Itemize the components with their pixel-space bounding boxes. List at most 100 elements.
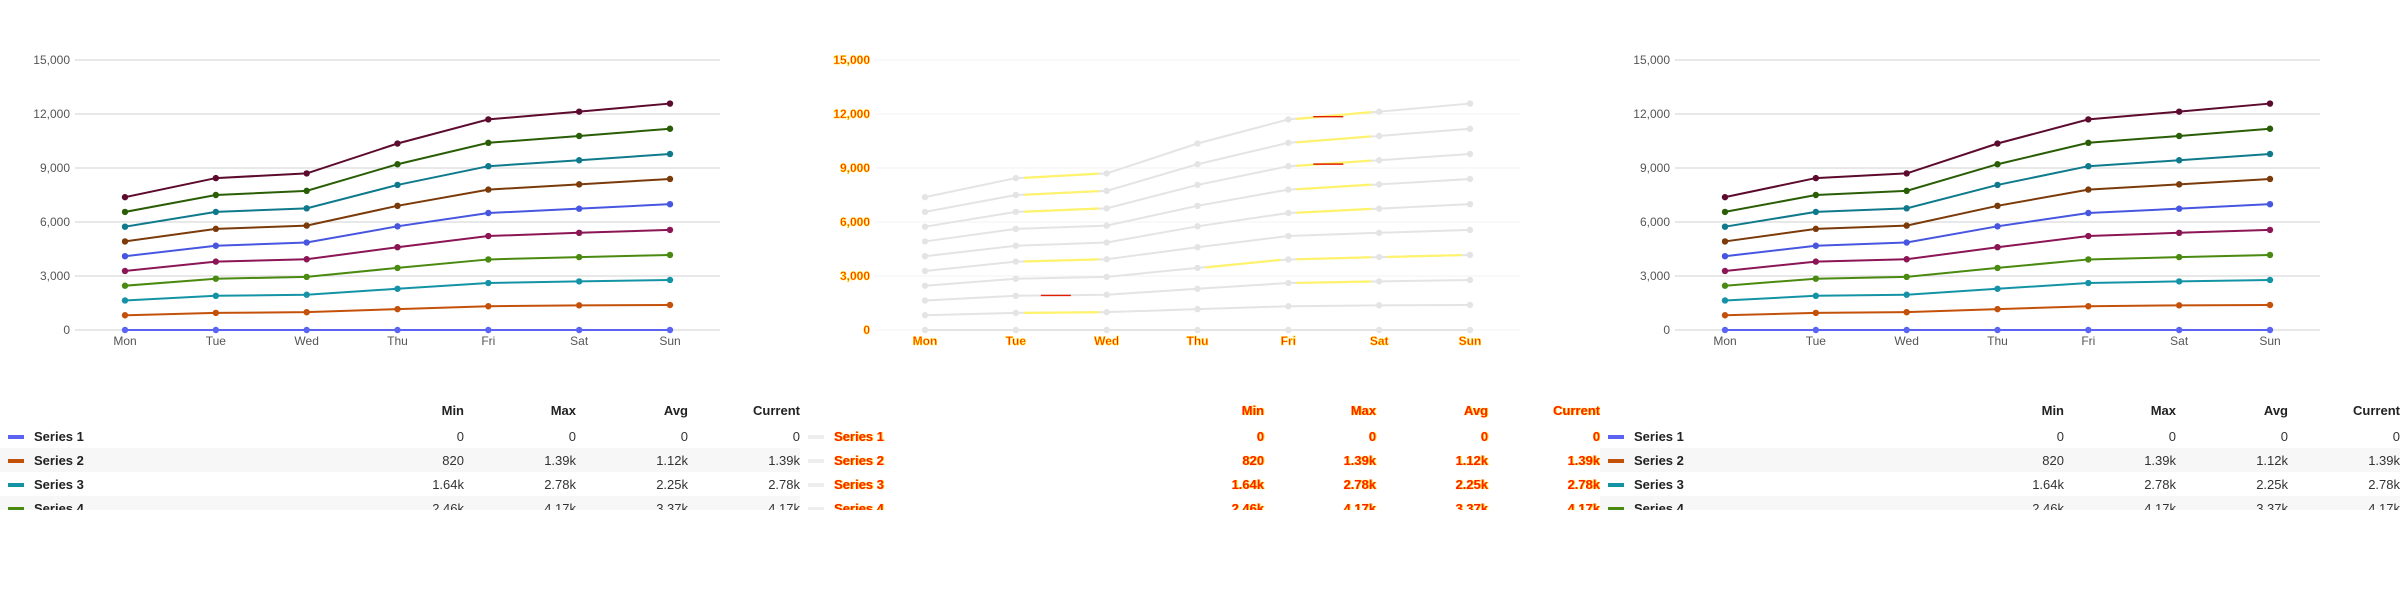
data-point[interactable]: [1466, 226, 1474, 234]
legend-series-name[interactable]: Series 3: [834, 476, 884, 492]
data-point[interactable]: [1012, 242, 1020, 249]
legend-series-name[interactable]: Series 2: [34, 452, 84, 468]
data-point[interactable]: [1194, 305, 1201, 313]
data-point[interactable]: [212, 174, 220, 182]
data-point[interactable]: [2085, 232, 2092, 240]
data-point[interactable]: [575, 181, 583, 188]
data-point[interactable]: [2266, 150, 2274, 158]
data-point[interactable]: [121, 326, 129, 334]
data-point[interactable]: [1012, 258, 1020, 265]
data-point[interactable]: [1194, 181, 1201, 189]
data-point[interactable]: [121, 223, 129, 230]
data-point[interactable]: [1375, 229, 1383, 236]
legend-series-name[interactable]: Series 4: [1634, 500, 1684, 511]
data-point[interactable]: [1903, 291, 1910, 298]
data-point[interactable]: [303, 256, 310, 263]
data-point[interactable]: [1375, 302, 1383, 309]
data-point[interactable]: [1103, 308, 1110, 316]
data-point[interactable]: [1285, 139, 1292, 146]
legend-header-current[interactable]: Current: [753, 402, 800, 418]
data-point[interactable]: [485, 326, 492, 334]
data-point[interactable]: [1994, 285, 2001, 292]
data-point[interactable]: [921, 208, 929, 216]
data-point[interactable]: [2266, 100, 2274, 107]
data-point[interactable]: [2085, 326, 2092, 334]
legend-row[interactable]: Series 4 2.46k 4.17k 3.37k 4.17k: [800, 496, 1600, 510]
data-point[interactable]: [121, 297, 129, 304]
data-point[interactable]: [303, 239, 310, 246]
data-point[interactable]: [1721, 193, 1729, 201]
data-point[interactable]: [575, 326, 583, 334]
data-point[interactable]: [921, 326, 929, 334]
data-point[interactable]: [121, 253, 129, 260]
data-point[interactable]: [2175, 181, 2183, 188]
data-point[interactable]: [1721, 282, 1729, 289]
data-point[interactable]: [212, 258, 220, 265]
data-point[interactable]: [1903, 222, 1910, 229]
data-point[interactable]: [1466, 200, 1474, 208]
data-point[interactable]: [303, 273, 310, 281]
data-point[interactable]: [921, 267, 929, 275]
data-point[interactable]: [1721, 297, 1729, 304]
legend-header-min[interactable]: Min: [1241, 402, 1264, 418]
data-point[interactable]: [666, 200, 674, 208]
data-point[interactable]: [485, 279, 492, 287]
legend-header-avg[interactable]: Avg: [1463, 402, 1488, 418]
data-point[interactable]: [303, 187, 310, 195]
data-point[interactable]: [212, 225, 220, 233]
data-point[interactable]: [1194, 326, 1201, 334]
data-point[interactable]: [2266, 175, 2274, 183]
data-point[interactable]: [485, 256, 492, 263]
data-point[interactable]: [1466, 326, 1474, 334]
data-point[interactable]: [666, 226, 674, 234]
data-point[interactable]: [485, 139, 492, 146]
data-point[interactable]: [1285, 279, 1292, 287]
data-point[interactable]: [2175, 326, 2183, 334]
data-point[interactable]: [2175, 108, 2183, 115]
legend-header-max[interactable]: Max: [550, 402, 576, 418]
data-point[interactable]: [303, 205, 310, 212]
legend-header-min[interactable]: Min: [441, 402, 464, 418]
data-point[interactable]: [121, 282, 129, 289]
data-point[interactable]: [1812, 326, 1820, 334]
data-point[interactable]: [1103, 222, 1110, 229]
data-point[interactable]: [394, 305, 401, 313]
legend-header-avg[interactable]: Avg: [2263, 402, 2288, 418]
data-point[interactable]: [2085, 303, 2092, 310]
data-point[interactable]: [2085, 209, 2092, 217]
legend-series-name[interactable]: Series 1: [834, 428, 884, 444]
data-point[interactable]: [1903, 273, 1910, 281]
data-point[interactable]: [1466, 100, 1474, 107]
data-point[interactable]: [921, 312, 929, 319]
data-point[interactable]: [212, 309, 220, 317]
data-point[interactable]: [1375, 278, 1383, 285]
data-point[interactable]: [575, 157, 583, 164]
legend-row[interactable]: Series 3 1.64k 2.78k 2.25k 2.78k: [0, 472, 800, 496]
data-point[interactable]: [1903, 308, 1910, 316]
data-point[interactable]: [666, 326, 674, 334]
data-point[interactable]: [1466, 150, 1474, 158]
data-point[interactable]: [1812, 208, 1820, 216]
legend-header-current[interactable]: Current: [2353, 402, 2400, 418]
data-point[interactable]: [212, 292, 220, 299]
legend-row[interactable]: Series 2 820 1.39k 1.12k 1.39k: [1600, 448, 2400, 472]
data-point[interactable]: [394, 202, 401, 209]
legend-series-name[interactable]: Series 3: [1634, 476, 1684, 492]
data-point[interactable]: [1103, 239, 1110, 246]
data-point[interactable]: [666, 276, 674, 284]
legend-header-max[interactable]: Max: [2150, 402, 2176, 418]
data-point[interactable]: [1194, 264, 1201, 272]
data-point[interactable]: [1194, 202, 1201, 209]
data-point[interactable]: [575, 278, 583, 285]
data-point[interactable]: [212, 275, 220, 282]
data-point[interactable]: [1994, 223, 2001, 230]
data-point[interactable]: [212, 208, 220, 216]
data-point[interactable]: [485, 303, 492, 310]
data-point[interactable]: [2175, 253, 2183, 261]
data-point[interactable]: [1012, 309, 1020, 317]
data-point[interactable]: [485, 186, 492, 193]
legend-row[interactable]: Series 4 2.46k 4.17k 3.37k 4.17k: [0, 496, 800, 510]
data-point[interactable]: [2175, 302, 2183, 309]
data-point[interactable]: [1903, 239, 1910, 246]
data-point[interactable]: [2085, 256, 2092, 263]
